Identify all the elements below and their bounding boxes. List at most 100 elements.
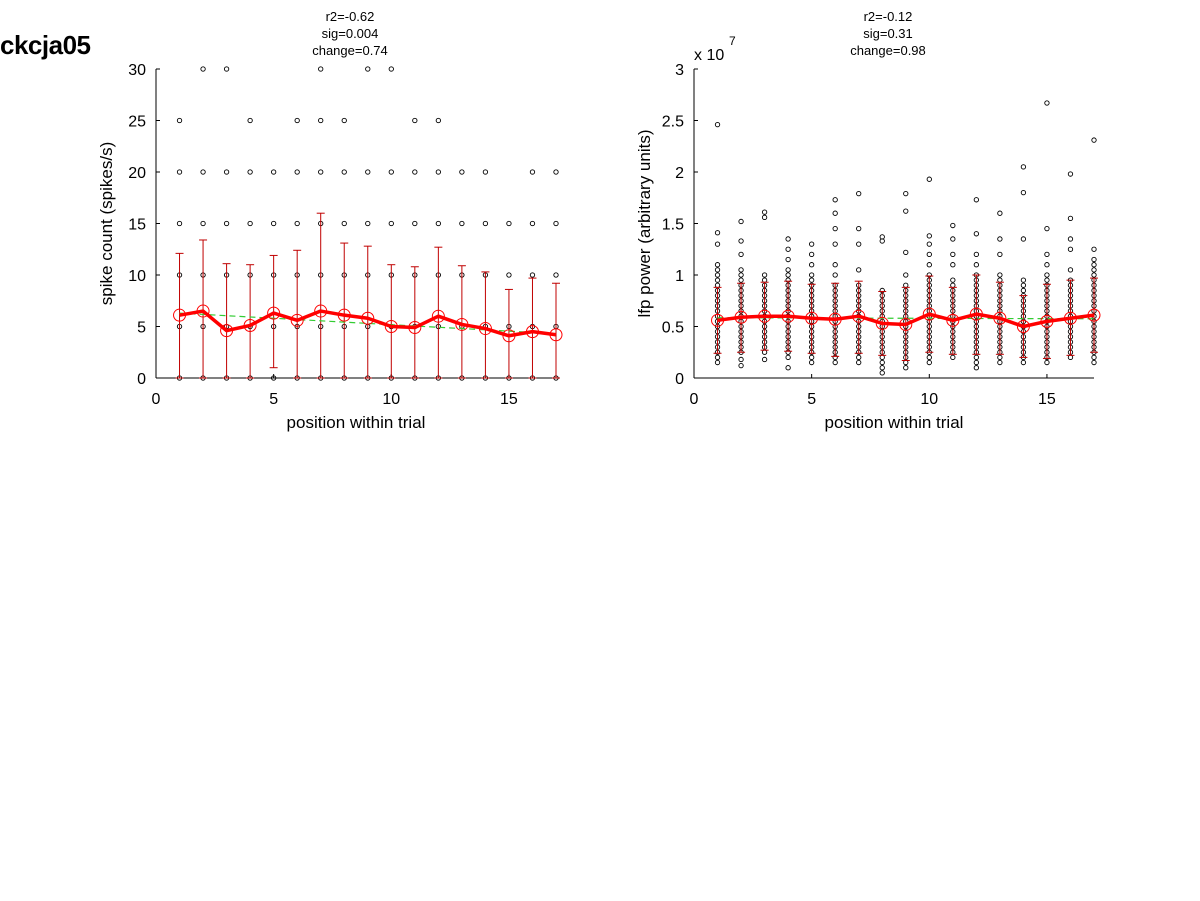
data-point — [950, 236, 956, 242]
data-point — [1020, 287, 1027, 294]
data-point — [294, 169, 300, 175]
data-point — [738, 272, 744, 278]
data-point — [738, 277, 744, 283]
data-point — [435, 220, 442, 227]
data-point — [176, 117, 183, 124]
data-point — [1044, 262, 1050, 268]
x-tick-label: 5 — [807, 391, 816, 408]
mean-marker — [173, 308, 187, 322]
page-title: ckcja05 — [0, 30, 91, 60]
data-point — [808, 277, 815, 283]
data-point — [412, 117, 418, 124]
mean-marker — [196, 304, 210, 318]
data-point — [785, 256, 791, 263]
data-point — [294, 220, 300, 227]
y-tick-label: 10 — [128, 268, 146, 285]
data-point — [1044, 272, 1050, 278]
data-point — [950, 222, 956, 229]
mean-marker — [1087, 308, 1101, 322]
data-point — [270, 375, 277, 381]
data-point — [973, 231, 980, 237]
data-point — [808, 272, 815, 278]
data-point — [761, 277, 768, 283]
data-point — [926, 354, 932, 361]
data-point — [1091, 359, 1097, 366]
mean-marker — [993, 311, 1007, 325]
data-point — [808, 251, 815, 258]
data-point — [926, 251, 932, 258]
mean-marker — [852, 309, 866, 323]
data-point — [529, 169, 536, 175]
data-point — [879, 354, 885, 361]
data-point — [200, 169, 206, 175]
data-point — [761, 209, 768, 215]
mean-marker — [828, 312, 842, 326]
data-point — [1067, 236, 1074, 242]
data-point — [714, 241, 721, 247]
data-point — [738, 251, 744, 258]
data-point — [1044, 277, 1050, 283]
data-point — [176, 220, 183, 227]
chart-title-line: change=0.98 — [850, 43, 926, 58]
data-point — [856, 359, 862, 366]
data-point — [341, 220, 347, 227]
data-point — [529, 272, 536, 278]
data-point — [714, 262, 721, 268]
data-point — [1044, 251, 1050, 258]
data-point — [950, 354, 956, 361]
data-point — [1091, 267, 1097, 273]
data-point — [365, 169, 371, 175]
data-point — [1067, 171, 1074, 177]
data-point — [997, 272, 1003, 278]
data-point — [1091, 256, 1097, 263]
data-point — [341, 117, 347, 124]
data-point — [223, 220, 230, 227]
data-point — [761, 272, 768, 278]
data-point — [973, 251, 980, 258]
data-point — [903, 272, 909, 278]
data-point — [223, 169, 230, 175]
data-point — [926, 233, 932, 239]
chart-title-line: r2=-0.62 — [326, 9, 375, 24]
data-point — [997, 210, 1003, 216]
data-point — [785, 272, 791, 278]
data-point — [318, 117, 324, 124]
data-point — [903, 249, 909, 255]
data-point — [738, 218, 744, 225]
mean-marker — [455, 317, 469, 331]
data-point — [879, 359, 885, 366]
data-point — [714, 359, 721, 366]
data-point — [903, 282, 909, 288]
mean-marker — [290, 313, 304, 327]
mean-line — [717, 312, 1095, 329]
mean-marker — [899, 317, 913, 331]
data-point — [832, 197, 838, 203]
x-tick-label: 15 — [1038, 391, 1056, 408]
data-point — [761, 214, 768, 220]
x-tick-label: 10 — [382, 391, 400, 408]
data-point — [738, 238, 744, 244]
data-point — [973, 262, 980, 268]
data-point — [365, 220, 371, 227]
data-point — [412, 220, 418, 227]
data-point — [997, 251, 1003, 258]
data-point — [1044, 359, 1050, 366]
x-tick-label: 0 — [690, 391, 699, 408]
data-point — [997, 359, 1003, 366]
chart-title-line: change=0.74 — [312, 43, 388, 58]
data-point — [1067, 215, 1074, 222]
mean-marker — [431, 309, 445, 323]
x-axis-label: position within trial — [287, 413, 426, 432]
data-point — [1067, 354, 1074, 361]
data-point — [1020, 164, 1027, 170]
data-point — [270, 220, 277, 227]
data-point — [738, 267, 744, 273]
data-point — [785, 354, 791, 361]
data-point — [785, 267, 791, 273]
data-point — [832, 262, 838, 268]
mean-marker — [711, 313, 725, 327]
data-point — [388, 220, 394, 227]
data-point — [1044, 225, 1050, 232]
data-point — [856, 190, 862, 197]
